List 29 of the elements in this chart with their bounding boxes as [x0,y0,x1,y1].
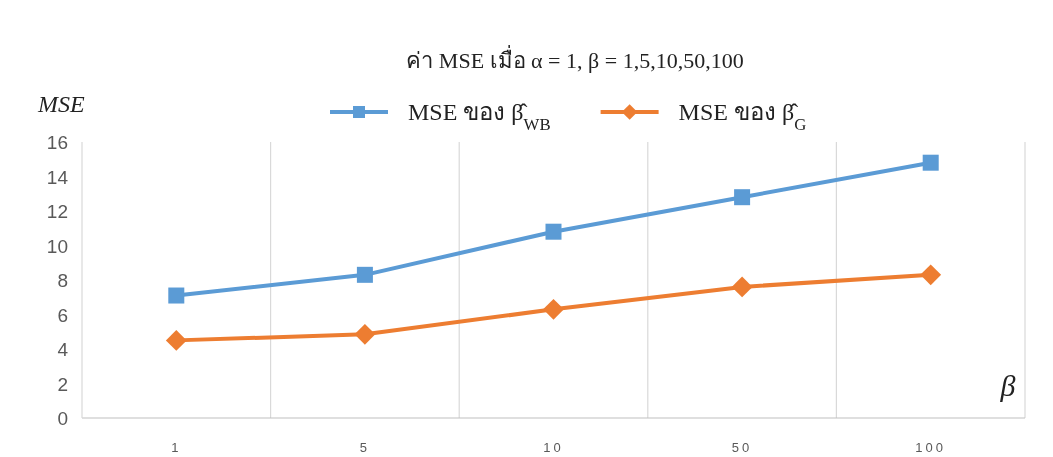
y-tick-label: 16 [46,132,68,153]
x-tick-label: 1 [171,440,182,455]
x-axis-title: β [999,369,1016,402]
point [731,276,753,298]
y-tick-label: 10 [46,235,68,257]
x-tick-label: 5 [359,440,371,455]
legend-label: MSE ของ β̂$_{WB}$ [408,99,551,134]
y-tick-label: 12 [46,201,68,222]
y-tick-label: 0 [57,408,68,429]
y-tick-label: 4 [57,339,69,360]
point [734,189,751,206]
y-tick-label: 8 [57,270,68,291]
point [922,154,939,171]
point [168,287,185,304]
x-tick-label: 50 [731,440,753,455]
y-axis-title: MSE [37,91,85,117]
y-tick-label: 6 [57,304,68,326]
legend-label: MSE ของ β̂$_{G}$ [678,99,807,134]
x-tick-label: 10 [543,440,564,455]
point [165,329,187,351]
x-tick-label: 100 [915,440,947,455]
point [545,223,562,240]
point [543,298,564,320]
y-tick-label: 14 [46,166,69,188]
point [354,323,376,345]
point [920,264,942,286]
chart-title: ค่า MSE เมื่อ α = 1, β = 1,5,10,50,100 [406,45,744,73]
y-tick-label: 2 [57,373,68,395]
point [356,266,373,283]
